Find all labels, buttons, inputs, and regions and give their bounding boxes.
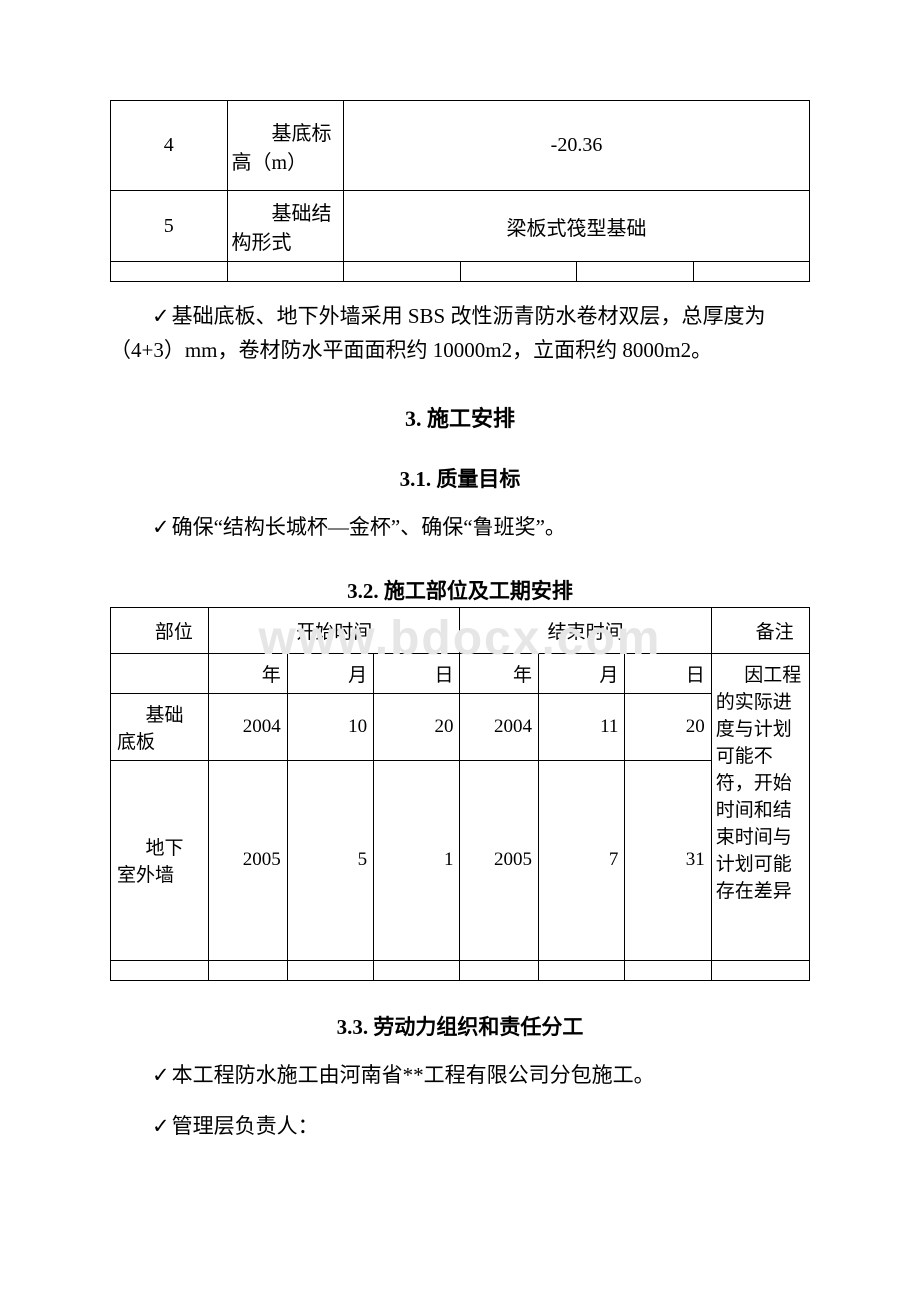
table-cell-empty <box>460 960 539 980</box>
paragraph-labor-1: 本工程防水施工由河南省**工程有限公司分包施工。 <box>110 1059 810 1093</box>
table-cell-part: 基础底板 <box>111 693 209 760</box>
check-icon <box>152 304 172 328</box>
table-cell-empty <box>344 262 461 282</box>
table-cell-label: 基础结构形式 <box>227 191 344 262</box>
table-cell-empty <box>111 653 209 693</box>
heading-section-3-3: 3.3. 劳动力组织和责任分工 <box>110 1011 810 1041</box>
table-cell: 11 <box>538 693 624 760</box>
heading-section-3-1: 3.1. 质量目标 <box>110 463 810 493</box>
check-icon <box>152 515 172 539</box>
heading-section-3: 3. 施工安排 <box>110 401 810 433</box>
table-subheader-year: 年 <box>209 653 288 693</box>
table-cell: 10 <box>287 693 373 760</box>
table-cell-empty <box>577 262 694 282</box>
table-cell-empty <box>625 960 711 980</box>
table-cell: 2005 <box>460 760 539 960</box>
paragraph-quality-target: 确保“结构长城杯—金杯”、确保“鲁班奖”。 <box>110 511 810 545</box>
table-cell-empty <box>460 262 577 282</box>
paragraph-text: 本工程防水施工由河南省**工程有限公司分包施工。 <box>172 1063 655 1087</box>
spec-table: 4 基底标高（m） -20.36 5 基础结构形式 梁板式筏型基础 <box>110 100 810 282</box>
table-subheader-year: 年 <box>460 653 539 693</box>
table-header-note: 备注 <box>711 607 809 653</box>
table-cell-part: 地下室外墙 <box>111 760 209 960</box>
table-cell-empty <box>538 960 624 980</box>
table-cell-empty <box>287 960 373 980</box>
check-icon <box>152 1063 172 1087</box>
table-cell: 20 <box>374 693 460 760</box>
paragraph-text: 管理层负责人： <box>172 1114 319 1138</box>
table-header-end: 结束时间 <box>460 607 711 653</box>
heading-section-3-2: 3.2. 施工部位及工期安排 <box>110 575 810 605</box>
table-cell-value: -20.36 <box>344 101 810 191</box>
paragraph-text: 基础底板、地下外墙采用 SBS 改性沥青防水卷材双层，总厚度为（4+3）mm，卷… <box>110 304 765 362</box>
table-cell-empty <box>209 960 288 980</box>
table-cell-no: 4 <box>111 101 228 191</box>
table-cell-empty <box>227 262 344 282</box>
table-subheader-month: 月 <box>287 653 373 693</box>
table-cell-empty <box>111 960 209 980</box>
schedule-table: 部位 开始时间 结束时间 备注 年 月 日 年 月 日 因工程的实际进度与计划可… <box>110 607 810 981</box>
table-cell: 1 <box>374 760 460 960</box>
table-subheader-month: 月 <box>538 653 624 693</box>
table-subheader-day: 日 <box>374 653 460 693</box>
table-cell-empty <box>711 960 809 980</box>
table-cell-empty <box>693 262 810 282</box>
table-cell: 20 <box>625 693 711 760</box>
table-cell-no: 5 <box>111 191 228 262</box>
paragraph-text: 确保“结构长城杯—金杯”、确保“鲁班奖”。 <box>172 515 566 539</box>
table-cell-empty <box>374 960 460 980</box>
table-cell: 5 <box>287 760 373 960</box>
table-cell-value: 梁板式筏型基础 <box>344 191 810 262</box>
table-cell: 2004 <box>209 693 288 760</box>
table-header-part: 部位 <box>111 607 209 653</box>
table-cell: 7 <box>538 760 624 960</box>
table-cell: 31 <box>625 760 711 960</box>
table-cell: 2004 <box>460 693 539 760</box>
check-icon <box>152 1114 172 1138</box>
paragraph-foundation-waterproof: 基础底板、地下外墙采用 SBS 改性沥青防水卷材双层，总厚度为（4+3）mm，卷… <box>110 300 810 367</box>
table-note-cell: 因工程的实际进度与计划可能不符，开始时间和结束时间与计划可能存在差异 <box>711 653 809 960</box>
table-header-start: 开始时间 <box>209 607 460 653</box>
table-cell-empty <box>111 262 228 282</box>
table-cell-label: 基底标高（m） <box>227 101 344 191</box>
paragraph-labor-2: 管理层负责人： <box>110 1110 810 1144</box>
table-subheader-day: 日 <box>625 653 711 693</box>
table-cell: 2005 <box>209 760 288 960</box>
